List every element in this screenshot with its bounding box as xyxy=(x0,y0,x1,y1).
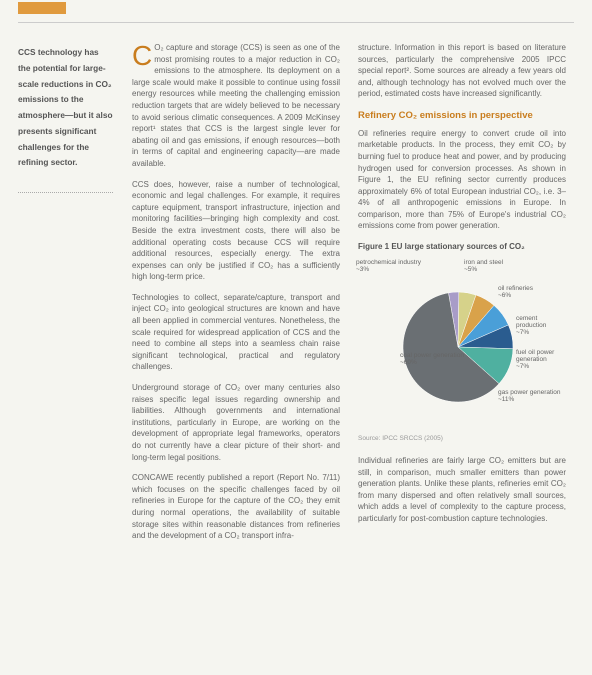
column-right: structure. Information in this report is… xyxy=(358,42,566,534)
sidebar-callout: CCS technology has the potential for lar… xyxy=(18,45,113,171)
body-paragraph: Underground storage of CO₂ over many cen… xyxy=(132,382,340,463)
figure-source: Source: IPCC SRCCS (2005) xyxy=(358,434,566,443)
header-accent xyxy=(18,2,66,14)
body-paragraph: Technologies to collect, separate/captur… xyxy=(132,292,340,373)
body-paragraph: CO₂ capture and storage (CCS) is seen as… xyxy=(132,42,340,170)
pie-label: iron and steel~5% xyxy=(464,259,503,273)
body-paragraph: Individual refineries are fairly large C… xyxy=(358,455,566,525)
body-paragraph: structure. Information in this report is… xyxy=(358,42,566,100)
figure-title: Figure 1 EU large stationary sources of … xyxy=(358,241,566,253)
dropcap: C xyxy=(132,43,152,68)
body-paragraph: CCS does, however, raise a number of tec… xyxy=(132,179,340,283)
body-paragraph: Oil refineries require energy to convert… xyxy=(358,128,566,232)
pie-label: cement production~7% xyxy=(516,315,566,336)
body-paragraph: CONCAWE recently published a report (Rep… xyxy=(132,472,340,542)
pie-chart: coal power generation~60% petrochemical i… xyxy=(358,257,566,432)
pie-label: fuel oil power generation~7% xyxy=(516,349,566,370)
pie-label: gas power generation~11% xyxy=(498,389,561,403)
pie-label: coal power generation~60% xyxy=(400,352,464,366)
pie-label: oil refineries~6% xyxy=(498,285,533,299)
body-text: O₂ capture and storage (CCS) is seen as … xyxy=(132,43,340,168)
pie-label: petrochemical industry~3% xyxy=(356,259,421,273)
column-left: CO₂ capture and storage (CCS) is seen as… xyxy=(132,42,340,551)
section-heading: Refinery CO₂ emissions in perspective xyxy=(358,109,566,123)
sidebar-rule xyxy=(18,192,113,193)
header-rule xyxy=(18,22,574,23)
